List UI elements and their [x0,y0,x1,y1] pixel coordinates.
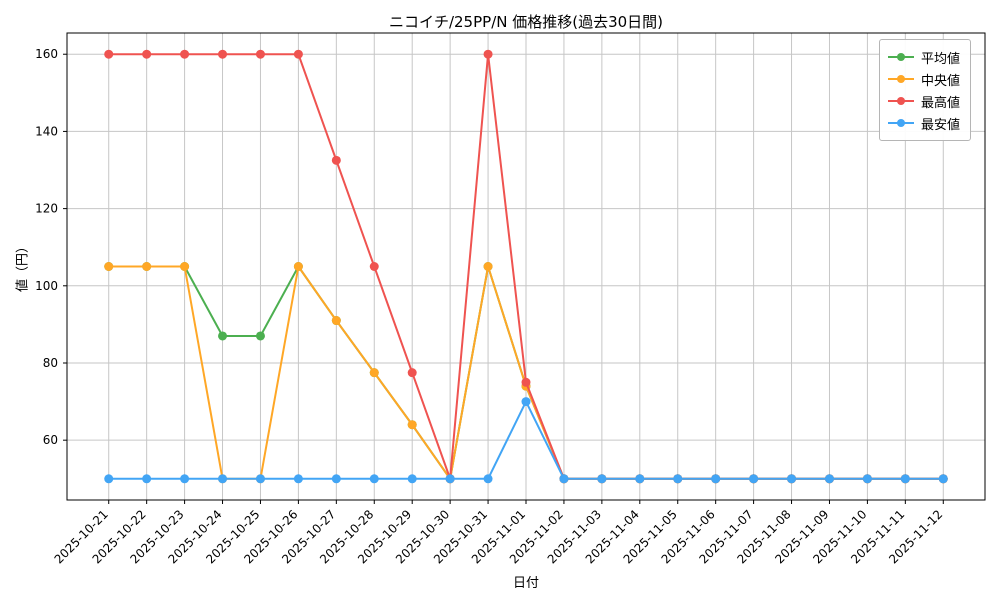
series-marker [787,474,797,484]
legend-label: 最高値 [921,95,961,111]
series-marker [104,49,114,59]
series-marker [483,49,493,59]
series-marker [180,262,190,271]
series-marker [180,49,190,59]
legend-item-0: 平均値 [888,46,960,68]
series-marker [824,474,834,484]
series-marker [407,368,417,378]
legend-item-1: 中央値 [888,68,960,90]
series-marker [331,474,341,484]
series-marker [407,420,417,430]
series-marker [862,474,872,484]
series-marker [218,331,228,341]
series-marker [369,474,379,484]
x-axis-label: 日付 [512,576,540,591]
y-tick-label: 160 [35,47,58,61]
y-tick-label: 100 [35,279,58,293]
series-marker [407,474,417,484]
legend-item-3: 最安値 [888,112,960,134]
series-marker [749,474,759,484]
series-marker [104,262,114,271]
series-marker [445,474,455,484]
series-marker [293,49,303,59]
series-marker [142,262,152,271]
legend-line-marker-icon [888,74,914,84]
series-marker [142,474,152,484]
series-marker [331,155,341,165]
series-marker [673,474,683,484]
y-axis-label: 値（円） [15,239,31,293]
chart-title: ニコイチ/25PP/N 価格推移(過去30日間) [388,13,664,31]
y-tick-label: 80 [43,356,58,370]
series-marker [293,262,303,271]
legend-item-2: 最高値 [888,90,960,112]
series-marker [218,474,228,484]
series-marker [521,397,531,407]
legend-line-marker-icon [888,52,914,62]
series-marker [483,474,493,484]
legend-line-marker-icon [888,96,914,106]
y-tick-label: 120 [35,202,58,216]
series-marker [900,474,910,484]
series-marker [255,331,265,341]
series-marker [218,49,228,59]
series-marker [180,474,190,484]
series-marker [142,49,152,59]
series-marker [483,262,493,271]
series-marker [369,262,379,271]
series-marker [255,474,265,484]
y-tick-label: 60 [43,433,58,447]
series-marker [104,474,114,484]
series-marker [521,377,531,387]
series-marker [369,368,379,378]
legend: 平均値中央値最高値最安値 [879,39,972,141]
series-marker [255,49,265,59]
legend-label: 中央値 [921,73,961,89]
series-marker [293,474,303,484]
series-marker [635,474,645,484]
series-marker [711,474,721,484]
legend-label: 最安値 [921,117,961,133]
series-marker [938,474,948,484]
y-tick-label: 140 [35,124,58,138]
series-marker [331,316,341,326]
legend-line-marker-icon [888,118,914,128]
series-marker [597,474,607,484]
legend-label: 平均値 [921,51,961,67]
series-marker [559,474,569,484]
